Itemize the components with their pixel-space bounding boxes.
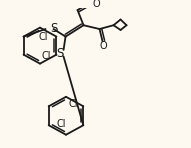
Text: Cl: Cl — [39, 32, 49, 42]
Text: S: S — [56, 47, 63, 60]
Text: Cl: Cl — [57, 119, 66, 129]
Text: Cl: Cl — [69, 99, 79, 109]
Text: S: S — [51, 22, 58, 35]
Text: Cl: Cl — [42, 51, 52, 61]
Text: O: O — [100, 41, 107, 51]
Text: O: O — [93, 0, 100, 9]
